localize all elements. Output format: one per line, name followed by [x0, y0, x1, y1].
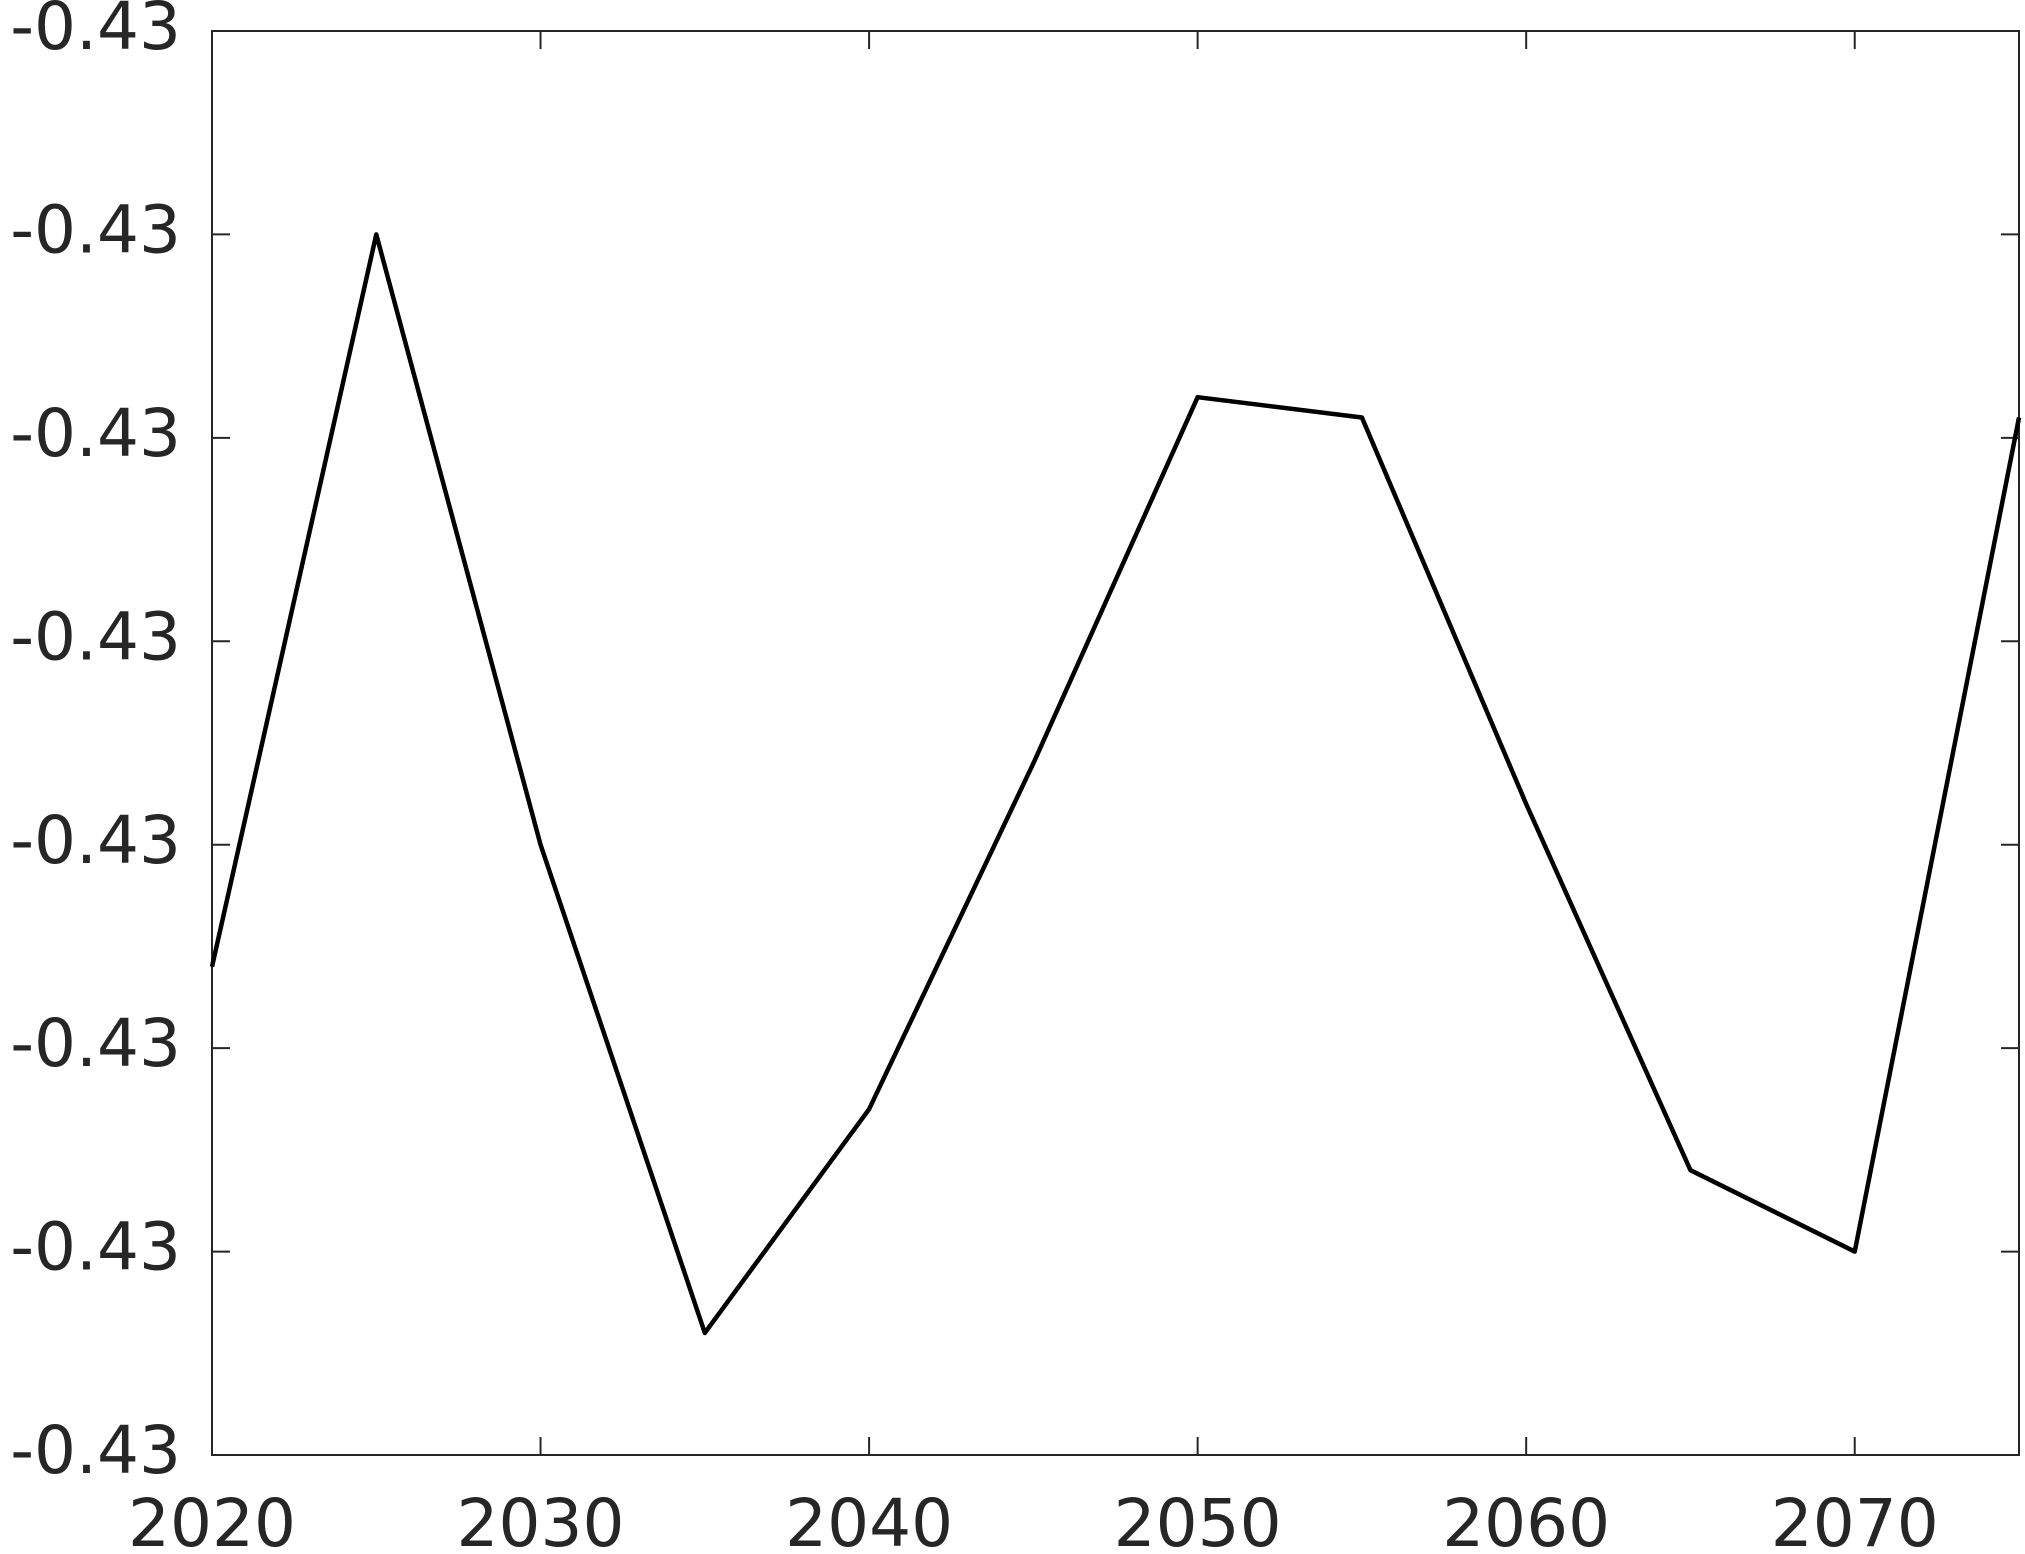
x-tick-label: 2020: [128, 1485, 296, 1554]
x-tick-label: 2030: [457, 1485, 625, 1554]
y-tick-label: -0.43: [10, 0, 181, 65]
x-tick-label: 2060: [1442, 1485, 1610, 1554]
y-tick-label: -0.43: [10, 191, 181, 268]
y-tick-label: -0.43: [10, 1412, 181, 1489]
x-tick-label: 2050: [1114, 1485, 1282, 1554]
x-tick-label: 2040: [785, 1485, 953, 1554]
y-tick-label: -0.43: [10, 1005, 181, 1082]
x-tick-label: 2070: [1771, 1485, 1939, 1554]
y-tick-label: -0.43: [10, 1209, 181, 1286]
y-tick-label: -0.43: [10, 395, 181, 472]
plot-frame: [211, 30, 2020, 1456]
y-tick-label: -0.43: [10, 598, 181, 675]
y-tick-label: -0.43: [10, 802, 181, 879]
line-series: [209, 232, 2022, 1336]
